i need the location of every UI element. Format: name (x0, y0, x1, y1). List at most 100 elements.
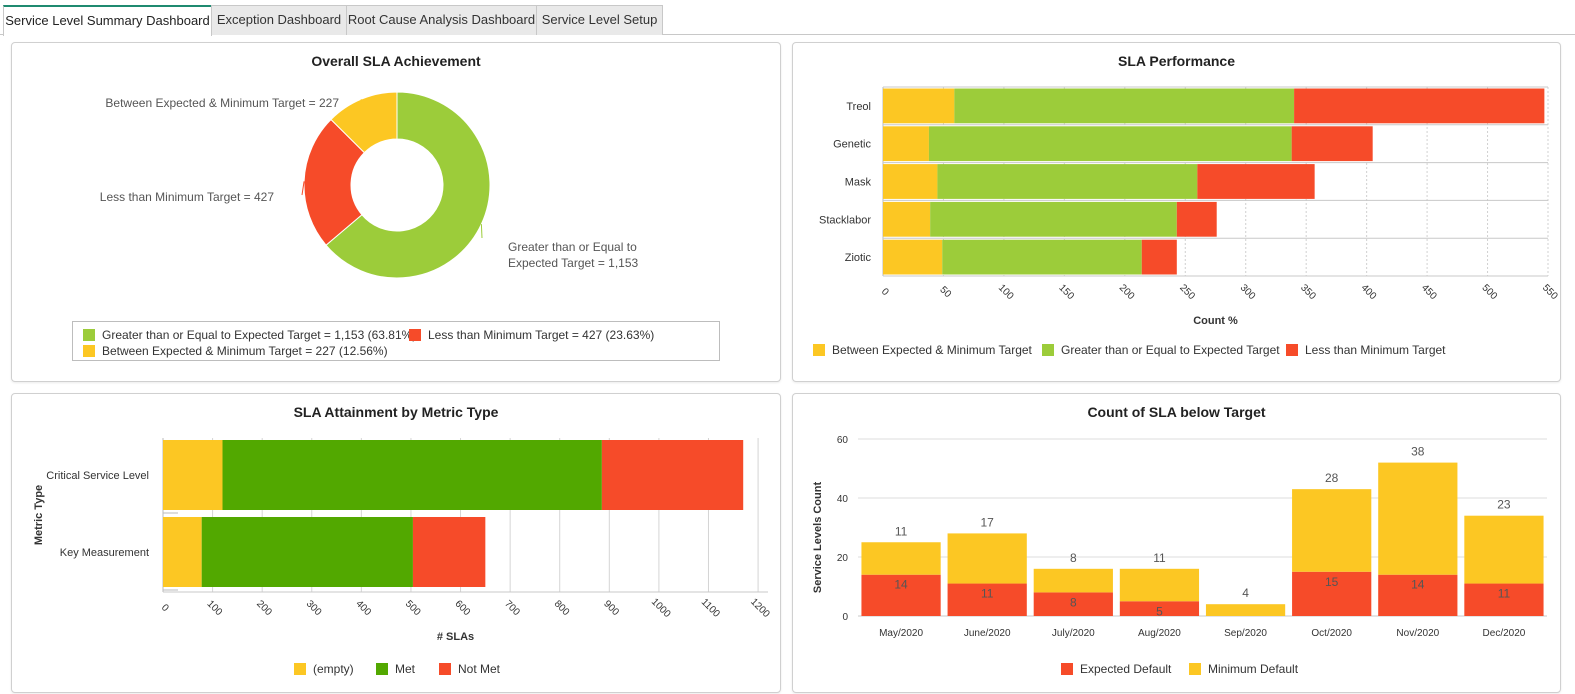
x-tick-label: Nov/2020 (1396, 628, 1439, 639)
bar-segment (1141, 239, 1177, 275)
callout-line (480, 224, 483, 239)
bar-segment (930, 201, 1177, 237)
bar-segment (412, 517, 486, 587)
pie-slice (325, 91, 491, 279)
legend-item-expected-default[interactable]: Expected Default (1061, 662, 1171, 676)
legend-item-minimum-default[interactable]: Minimum Default (1189, 662, 1298, 676)
tab-service-level-setup[interactable]: Service Level Setup (536, 5, 663, 35)
legend-swatch (813, 344, 825, 356)
x-tick-label: 500 (403, 598, 423, 618)
x-tick-label: 0 (879, 286, 891, 298)
category-label: Key Measurement (60, 547, 149, 559)
data-label: 8 (1070, 595, 1077, 609)
tab-exception-dashboard[interactable]: Exception Dashboard (211, 5, 347, 35)
legend-swatch (294, 663, 306, 675)
bar-segment (861, 574, 941, 616)
legend-item-empty[interactable]: (empty) (294, 662, 354, 676)
sla-performance-legend: Between Expected & Minimum Target Greate… (813, 343, 1533, 359)
category-label: Stacklabor (819, 214, 871, 226)
legend-item-greater[interactable]: Greater than or Equal to Expected Target (1042, 343, 1280, 357)
legend-swatch (439, 663, 451, 675)
x-tick-label: May/2020 (879, 628, 923, 639)
y-axis-title: Metric Type (33, 485, 45, 545)
data-label: 11 (1153, 551, 1166, 565)
chart-title: Count of SLA below Target (1087, 404, 1266, 420)
x-tick-label: 700 (502, 598, 522, 618)
bar-segment (883, 164, 938, 199)
sla-below-target-chart: 0 20 40 60 14 11 May/2020 11 17 June/2020 8 8 July/2… (812, 435, 1547, 639)
legend-item-met[interactable]: Met (376, 662, 415, 676)
data-label: 14 (894, 578, 908, 592)
bar-segment (1205, 604, 1286, 616)
x-tick-label: 0 (159, 602, 171, 614)
legend-item-less[interactable]: Less than Minimum Target (1286, 343, 1446, 357)
x-tick-label: 150 (1056, 282, 1076, 302)
legend-label: Not Met (458, 662, 501, 676)
bar-segment (954, 88, 1295, 124)
data-label: 5 (1156, 604, 1163, 618)
x-tick-label: 500 (1480, 282, 1500, 302)
legend-item-less[interactable]: Less than Minimum Target = 427 (23.63%) (409, 328, 654, 342)
panel-count-sla-below-target: Count of SLA below Target 0 20 40 60 14 11 May… (792, 393, 1561, 693)
legend-label: Less than Minimum Target = 427 (23.63%) (428, 328, 655, 342)
x-tick-label: 400 (1359, 282, 1379, 302)
data-label: 17 (981, 515, 995, 529)
x-tick-label: 1100 (699, 597, 722, 620)
data-label: 8 (1070, 551, 1077, 565)
legend-label: Less than Minimum Target (1305, 343, 1446, 357)
legend-item-not-met[interactable]: Not Met (439, 662, 500, 676)
legend-label: (empty) (313, 662, 354, 676)
bar-segment (201, 517, 413, 587)
slice-callout-label: Expected Target = 1,153 (508, 256, 639, 270)
legend-label: Greater than or Equal to Expected Target (1061, 343, 1280, 357)
sla-attainment-legend: (empty) Met Not Met (294, 662, 594, 678)
data-label: 23 (1497, 498, 1511, 512)
x-tick-label: Sep/2020 (1224, 628, 1267, 639)
bar-segment (222, 440, 602, 510)
x-tick-label: 400 (353, 598, 373, 618)
slice-callout-label: Between Expected & Minimum Target = 227 (105, 96, 339, 110)
category-label: Critical Service Level (46, 470, 149, 482)
legend-label: Between Expected & Minimum Target = 227 … (102, 344, 388, 358)
x-tick-label: 1200 (748, 596, 772, 620)
y-tick-label: 60 (837, 435, 849, 446)
legend-label: Greater than or Equal to Expected Target… (102, 328, 417, 342)
legend-label: Minimum Default (1208, 662, 1299, 676)
bar-segment (163, 440, 223, 510)
data-label: 4 (1242, 586, 1249, 600)
x-tick-label: 50 (937, 284, 953, 300)
x-tick-label: 200 (254, 598, 274, 618)
bar-segment (861, 542, 941, 575)
x-tick-label: 250 (1177, 282, 1197, 302)
legend-label: Expected Default (1080, 662, 1172, 676)
pie-slice (330, 91, 398, 154)
bar-segment (1033, 568, 1113, 593)
tab-service-level-summary[interactable]: Service Level Summary Dashboard (3, 5, 212, 36)
legend-label: Between Expected & Minimum Target (832, 343, 1032, 357)
legend-item-between[interactable]: Between Expected & Minimum Target (813, 343, 1032, 357)
legend-swatch (83, 345, 95, 357)
x-tick-label: 800 (552, 598, 572, 618)
legend-item-between[interactable]: Between Expected & Minimum Target = 227 … (83, 344, 388, 358)
data-label: 11 (981, 587, 994, 601)
tab-root-cause-analysis[interactable]: Root Cause Analysis Dashboard (346, 5, 537, 35)
data-label: 11 (895, 524, 908, 538)
legend-swatch (1189, 663, 1201, 675)
legend-swatch (1286, 344, 1298, 356)
sla-performance-chart: Treol Genetic Mask Stacklabor Ziotic 0 50 100 15… (819, 86, 1560, 327)
callout-line (359, 99, 362, 114)
x-axis-title: Count % (1193, 315, 1238, 327)
x-tick-label: 300 (1238, 282, 1258, 302)
bar-segment (928, 126, 1292, 162)
slice-callout-label: Less than Minimum Target = 427 (100, 190, 275, 204)
legend-label: Met (395, 662, 416, 676)
bar-segment (1291, 126, 1373, 162)
bar-segment (883, 239, 943, 275)
legend-item-greater[interactable]: Greater than or Equal to Expected Target… (83, 328, 416, 342)
x-tick-label: 600 (453, 598, 473, 618)
bar-segment (1033, 592, 1113, 616)
bar-segment (601, 440, 744, 510)
callout-line (301, 181, 305, 196)
bar-segment (1176, 201, 1217, 237)
donut-legend: Greater than or Equal to Expected Target… (72, 321, 720, 361)
